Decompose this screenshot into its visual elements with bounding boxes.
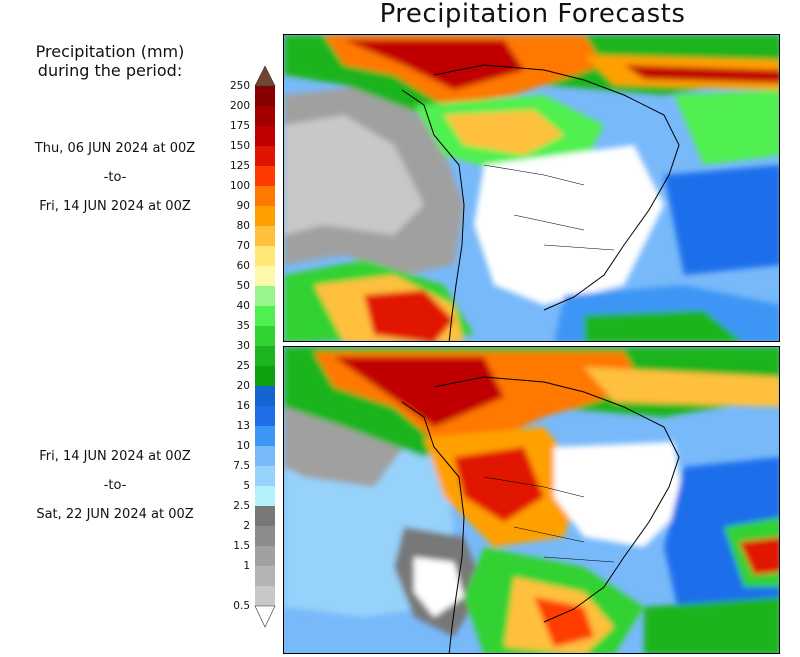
colorbar-tick-label: 100: [229, 180, 250, 192]
legend-title: Precipitation (mm) during the period:: [10, 42, 210, 80]
colorbar-bin: [255, 86, 275, 107]
page-title: Precipitation Forecasts: [379, 0, 686, 29]
colorbar-bin: [255, 246, 275, 267]
colorbar-tick-label: 1: [243, 560, 250, 572]
colorbar-tick-label: 1.5: [233, 540, 250, 552]
colorbar-tick-label: 35: [236, 320, 250, 332]
period-2-sep: -to-: [103, 478, 127, 493]
colorbar-bin: [255, 106, 275, 127]
colorbar-bin: [255, 426, 275, 447]
colorbar-bin: [255, 306, 275, 327]
colorbar-tick-label: 200: [229, 100, 250, 112]
period-1-end: Fri, 14 JUN 2024 at 00Z: [39, 199, 191, 214]
colorbar-bin: [255, 346, 275, 367]
colorbar-tick-label: 175: [229, 120, 250, 132]
forecast-map-week-1: [283, 34, 780, 342]
colorbar-bin: [255, 406, 275, 427]
period-1-sep: -to-: [103, 170, 127, 185]
colorbar-tick-label: 20: [236, 380, 250, 392]
colorbar-bin: [255, 386, 275, 407]
period-1-label: Thu, 06 JUN 2024 at 00Z -to- Fri, 14 JUN…: [10, 134, 220, 221]
colorbar-bin: [255, 186, 275, 207]
period-2-start: Fri, 14 JUN 2024 at 00Z: [39, 449, 191, 464]
period-2-label: Fri, 14 JUN 2024 at 00Z -to- Sat, 22 JUN…: [10, 442, 220, 529]
colorbar-tick-label: 16: [236, 400, 250, 412]
colorbar-bin: [255, 226, 275, 247]
colorbar-tick-label: 90: [236, 200, 250, 212]
colorbar-tick-label: 10: [236, 440, 250, 452]
colorbar-bin: [255, 366, 275, 387]
colorbar-bin: [255, 506, 275, 527]
colorbar-tick-label: 60: [236, 260, 250, 272]
colorbar-bin: [255, 526, 275, 547]
colorbar-bin: [255, 566, 275, 587]
legend-title-line1: Precipitation (mm): [35, 42, 185, 61]
forecast-map-week-2-image: [284, 347, 779, 653]
colorbar-bin: [255, 586, 275, 607]
colorbar-tick-label: 70: [236, 240, 250, 252]
forecast-map-week-2: [283, 346, 780, 654]
colorbar-tick-label: 50: [236, 280, 250, 292]
colorbar-under-arrow: [254, 605, 276, 628]
colorbar: [254, 65, 276, 628]
colorbar-tick-label: 40: [236, 300, 250, 312]
colorbar-tick-label: 7.5: [233, 460, 250, 472]
forecast-map-week-1-image: [284, 35, 779, 341]
colorbar-tick-label: 150: [229, 140, 250, 152]
colorbar-bin: [255, 266, 275, 287]
period-1-start: Thu, 06 JUN 2024 at 00Z: [34, 141, 196, 156]
colorbar-tick-label: 13: [236, 420, 250, 432]
colorbar-tick-label: 250: [229, 80, 250, 92]
colorbar-bin: [255, 486, 275, 507]
colorbar-bin: [255, 146, 275, 167]
period-2-end: Sat, 22 JUN 2024 at 00Z: [36, 507, 194, 522]
colorbar-bin: [255, 206, 275, 227]
colorbar-bin: [255, 466, 275, 487]
colorbar-over-arrow: [254, 65, 276, 87]
legend-title-line2: during the period:: [37, 61, 183, 80]
colorbar-tick-label: 2: [243, 520, 250, 532]
colorbar-bin: [255, 166, 275, 187]
colorbar-tick-label: 25: [236, 360, 250, 372]
colorbar-tick-label: 0.5: [233, 600, 250, 612]
colorbar-bin: [255, 286, 275, 307]
colorbar-tick-label: 2.5: [233, 500, 250, 512]
colorbar-bin: [255, 546, 275, 567]
colorbar-bin: [255, 446, 275, 467]
colorbar-bin: [255, 126, 275, 147]
colorbar-tick-label: 5: [243, 480, 250, 492]
colorbar-tick-label: 80: [236, 220, 250, 232]
colorbar-tick-label: 30: [236, 340, 250, 352]
colorbar-bin: [255, 326, 275, 347]
colorbar-tick-label: 125: [229, 160, 250, 172]
